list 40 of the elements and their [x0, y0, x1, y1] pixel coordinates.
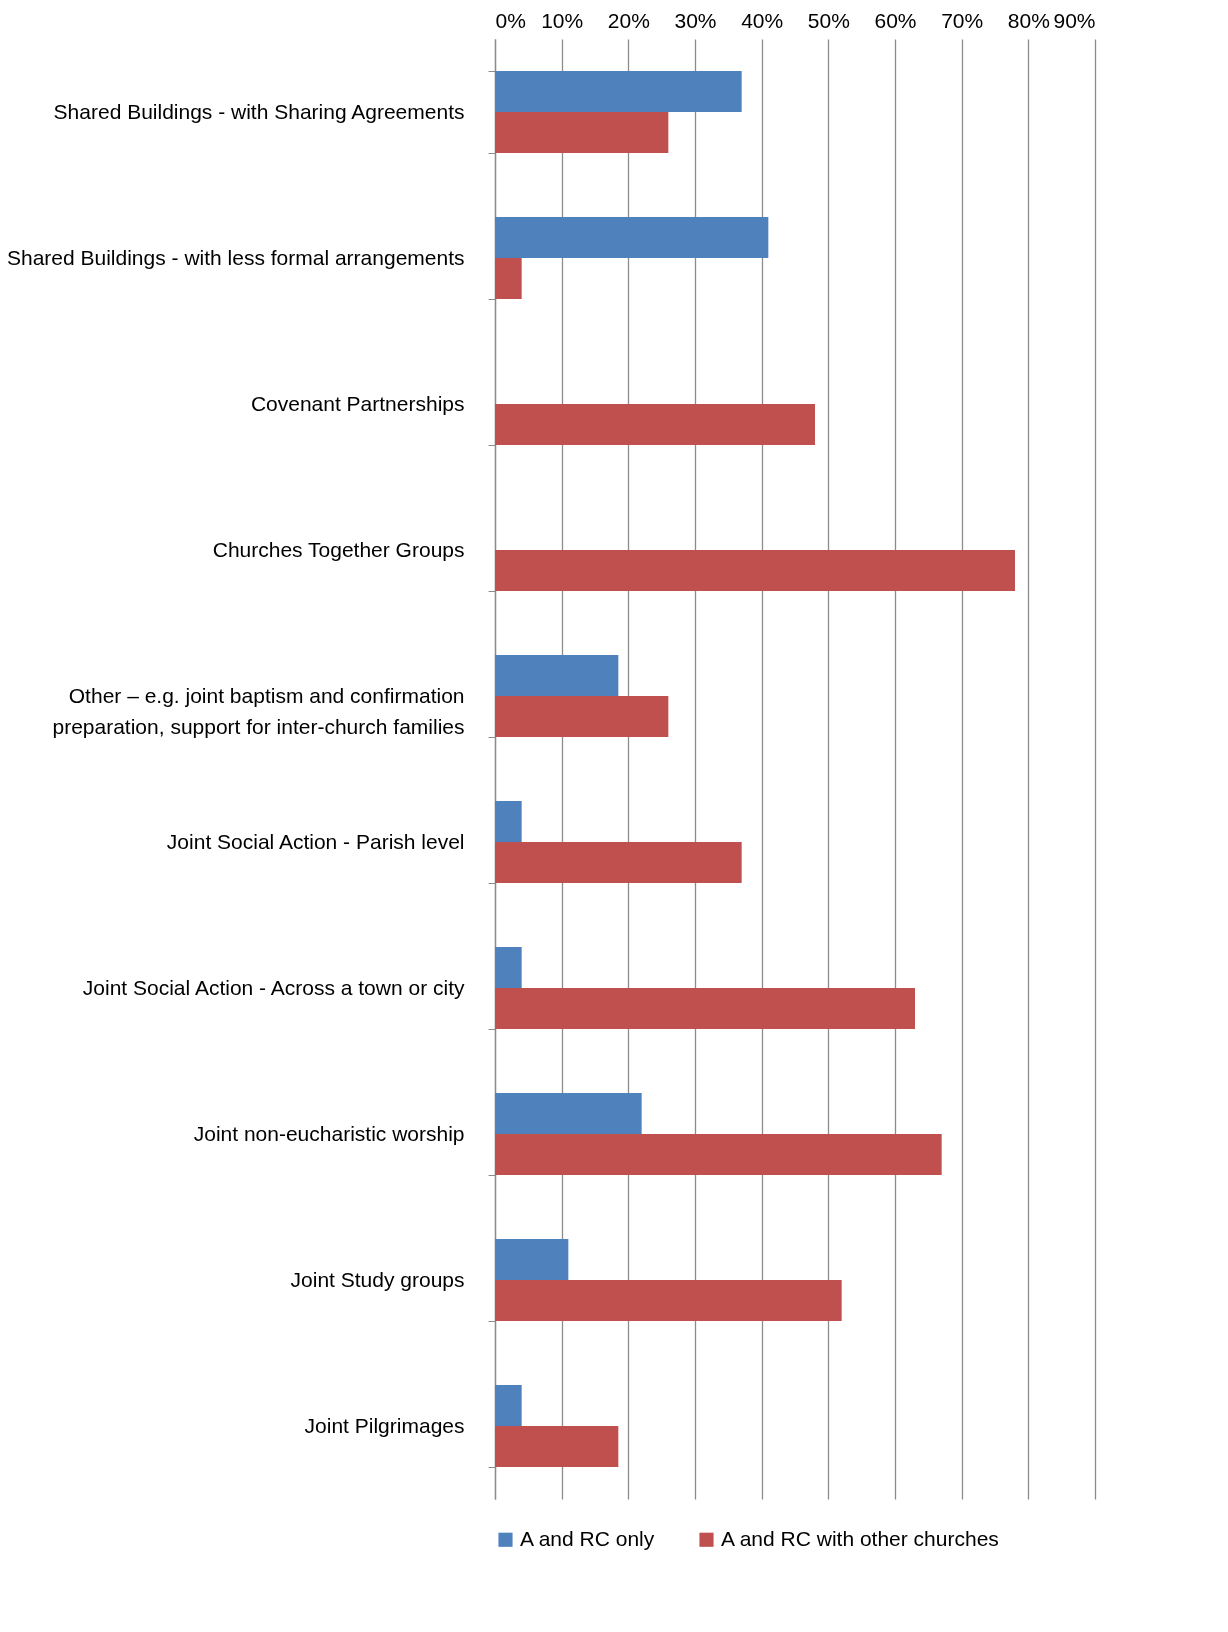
bar	[495, 696, 669, 737]
bar	[495, 655, 619, 696]
bar	[495, 112, 669, 153]
bar	[495, 842, 742, 883]
x-tick-label: 70%	[941, 8, 984, 32]
bar	[495, 1239, 569, 1280]
y-tick-label: Joint Social Action - Across a town or city	[82, 975, 465, 999]
bar	[495, 801, 522, 842]
x-tick-label: 50%	[807, 8, 850, 32]
y-tick-label: Joint Study groups	[290, 1267, 465, 1291]
bar	[495, 1280, 842, 1321]
legend-label: A and RC with other churches	[721, 1526, 999, 1550]
legend-label: A and RC only	[520, 1526, 655, 1550]
bar	[495, 1134, 942, 1175]
y-tick-label: Joint Social Action - Parish level	[166, 829, 465, 853]
y-tick-label: Joint non-eucharistic worship	[193, 1121, 465, 1145]
bar	[495, 258, 522, 299]
bar	[495, 1385, 522, 1426]
bar	[495, 947, 522, 988]
bar	[495, 404, 815, 445]
y-tick-label: Joint Pilgrimages	[304, 1413, 465, 1437]
x-tick-label: 90%	[1053, 8, 1096, 32]
x-tick-label: 30%	[674, 8, 717, 32]
x-tick-label: 40%	[741, 8, 784, 32]
bar	[495, 217, 769, 258]
y-tick-label: Other – e.g. joint baptism and confirmation preparation, support for inter-church families	[52, 683, 465, 738]
y-tick-label: Covenant Partnerships	[250, 391, 465, 415]
y-tick-label: Churches Together Groups	[212, 537, 465, 561]
x-tick-label: 10%	[541, 8, 584, 32]
bar	[495, 988, 915, 1029]
y-tick-label: Shared Buildings - with less formal arrangements	[6, 245, 465, 269]
x-tick-label: 0%	[495, 8, 526, 32]
bar	[495, 550, 1015, 591]
bar	[495, 1093, 642, 1134]
x-tick-label: 80%	[1007, 8, 1050, 32]
y-tick-label: Shared Buildings - with Sharing Agreements	[53, 99, 465, 123]
x-tick-label: 60%	[874, 8, 917, 32]
bar	[495, 1426, 619, 1467]
x-tick-label: 20%	[607, 8, 650, 32]
bar	[495, 71, 742, 112]
